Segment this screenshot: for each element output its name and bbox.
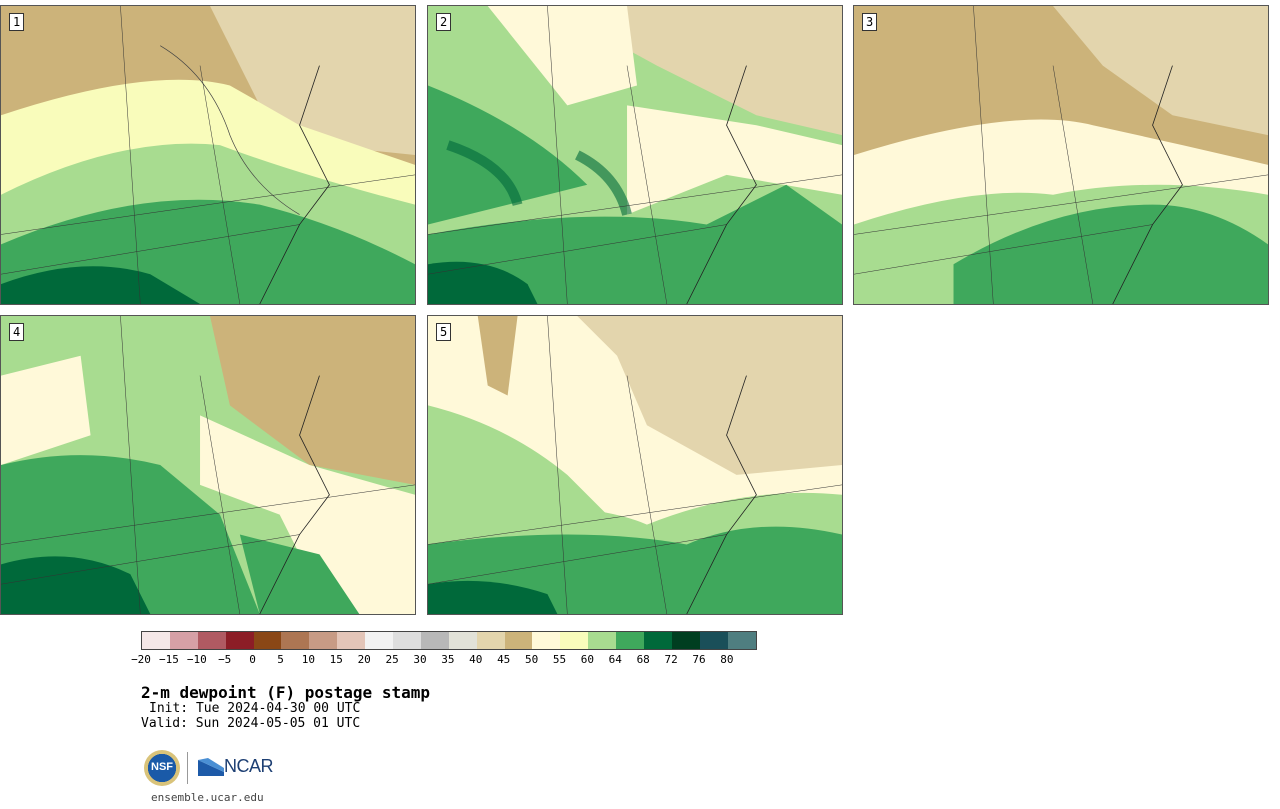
- colorbar-swatch: [476, 632, 505, 649]
- colorbar-tick-label: 40: [469, 653, 483, 666]
- colorbar-swatch: [309, 632, 338, 649]
- colorbar-swatch: [197, 632, 226, 649]
- colorbar-swatch: [225, 632, 254, 649]
- ncar-mark-icon: [198, 758, 224, 776]
- colorbar-tick-label: 55: [552, 653, 567, 666]
- colorbar-swatch: [644, 632, 672, 649]
- colorbar-tick-label: 68: [636, 653, 650, 666]
- colorbar-swatch: [420, 632, 449, 649]
- colorbar-swatch: [532, 632, 561, 649]
- colorbar-tick-label: 60: [580, 653, 595, 666]
- colorbar-swatch: [504, 632, 533, 649]
- colorbar-tick-label: 30: [413, 653, 427, 666]
- colorbar-swatch: [365, 632, 394, 649]
- colorbar-tick-label: −15: [158, 653, 179, 666]
- colorbar-tick-label: 76: [692, 653, 706, 666]
- dewpoint-map-2: [428, 6, 842, 304]
- stamp-panel-5: 5: [427, 315, 843, 615]
- colorbar-swatch: [281, 632, 310, 649]
- colorbar-swatch: [448, 632, 477, 649]
- colorbar-tick-label: −5: [218, 653, 232, 666]
- logo-group: NSF NCAR: [144, 750, 284, 790]
- colorbar-swatch: [560, 632, 589, 649]
- dewpoint-map-3: [854, 6, 1268, 304]
- colorbar-tick-label: −10: [186, 653, 207, 666]
- colorbar-swatch: [393, 632, 421, 649]
- dewpoint-map-5: [428, 316, 842, 614]
- colorbar-swatch: [588, 632, 617, 649]
- stamp-panel-4: 4: [0, 315, 416, 615]
- ncar-logo-text: NCAR: [224, 756, 274, 776]
- panel-number: 2: [436, 13, 452, 31]
- map-title: 2-m dewpoint (F) postage stamp: [141, 683, 430, 702]
- stamp-panel-2: 2: [427, 5, 843, 305]
- colorbar-swatch: [253, 632, 282, 649]
- colorbar-swatch: [727, 632, 756, 649]
- colorbar-tick-label: 80: [720, 653, 734, 666]
- colorbar-tick-label: −20: [131, 653, 151, 666]
- dewpoint-map-4: [1, 316, 415, 614]
- colorbar-tick-label: 0: [249, 653, 256, 666]
- stamp-panel-3: 3: [853, 5, 1269, 305]
- colorbar-tick-label: 20: [357, 653, 371, 666]
- panel-number: 4: [9, 323, 25, 341]
- stamp-panel-1: 1: [0, 5, 416, 305]
- dewpoint-map-1: [1, 6, 415, 304]
- colorbar-swatch: [169, 632, 198, 649]
- colorbar-swatch: [671, 632, 700, 649]
- valid-time: Valid: Sun 2024-05-05 01 UTC: [141, 716, 361, 731]
- colorbar-swatch: [337, 632, 366, 649]
- colorbar-tick-label: 5: [277, 653, 284, 666]
- colorbar-tick-label: 64: [608, 653, 622, 666]
- init-time: Init: Tue 2024-04-30 00 UTC: [149, 701, 361, 716]
- colorbar-swatch: [616, 632, 645, 649]
- colorbar-tick-label: 25: [385, 653, 399, 666]
- colorbar-tick-label: 15: [329, 653, 343, 666]
- panel-number: 5: [436, 323, 452, 341]
- colorbar: [141, 631, 757, 650]
- colorbar-swatch: [699, 632, 728, 649]
- nsf-logo: NSF: [144, 750, 180, 786]
- colorbar-swatch: [142, 632, 170, 649]
- panel-number: 1: [9, 13, 25, 31]
- panel-number: 3: [862, 13, 878, 31]
- colorbar-tick-label: 72: [664, 653, 678, 666]
- colorbar-tick-label: 50: [524, 653, 539, 666]
- colorbar-labels: −20 −15 −10 −5 0 5 10 15 20 25 30 35 40 45 50 55 60 64 68 7…: [131, 653, 761, 667]
- colorbar-tick-label: 45: [497, 653, 511, 666]
- colorbar-tick-label: 10: [301, 653, 316, 666]
- site-url[interactable]: ensemble.ucar.edu: [151, 791, 264, 804]
- colorbar-tick-label: 35: [441, 653, 455, 666]
- logo-divider: [187, 752, 188, 784]
